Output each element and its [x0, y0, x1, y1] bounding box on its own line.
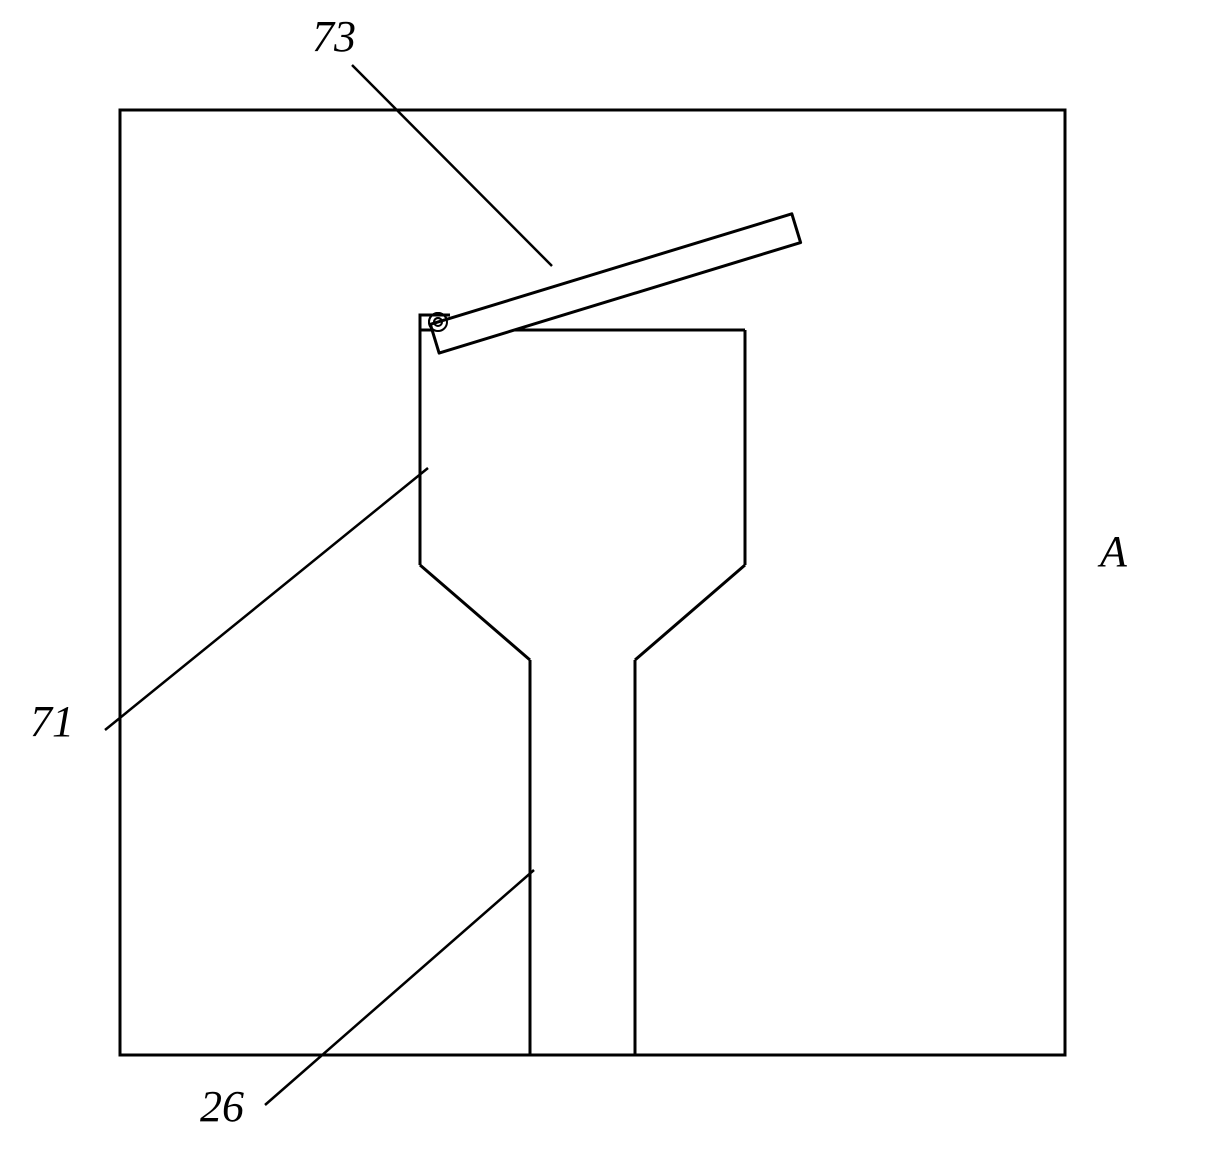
- leader-71: [105, 468, 428, 730]
- leader-26: [265, 870, 534, 1105]
- label-73: 73: [312, 11, 356, 62]
- funnel-right: [635, 565, 745, 660]
- label-A: A: [1100, 526, 1127, 577]
- label-26: 26: [200, 1081, 244, 1132]
- outer-frame: [120, 110, 1065, 1055]
- label-71: 71: [30, 696, 74, 747]
- technical-figure: [0, 0, 1223, 1167]
- leader-73: [352, 65, 552, 266]
- funnel-left: [420, 565, 530, 660]
